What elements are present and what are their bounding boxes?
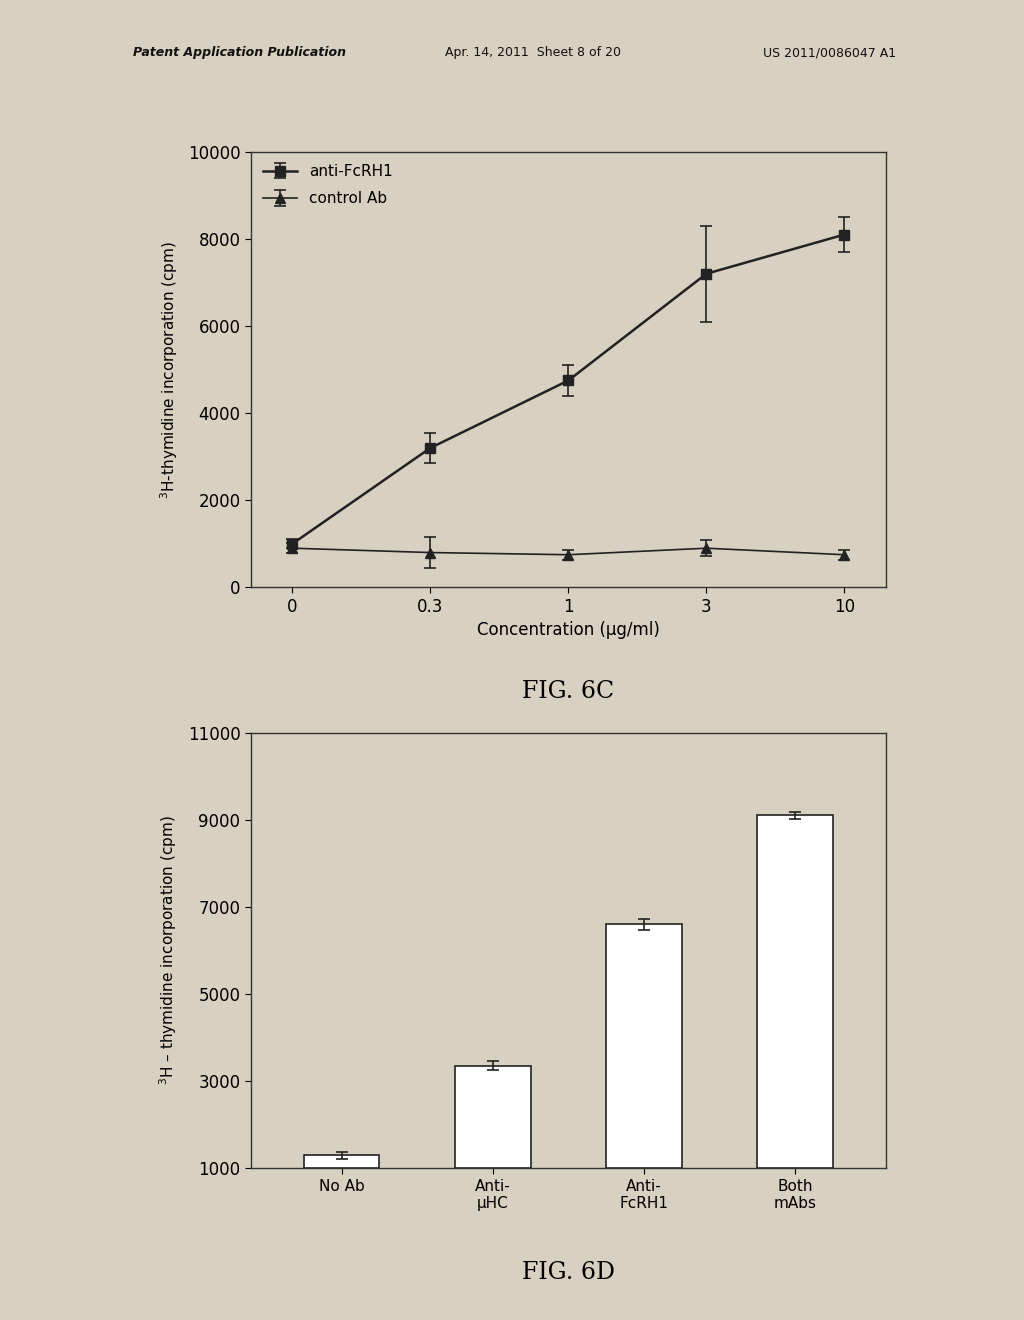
Text: FIG. 6C: FIG. 6C: [522, 680, 614, 702]
Bar: [455, 1065, 530, 1168]
X-axis label: Concentration (μg/ml): Concentration (μg/ml): [477, 622, 659, 639]
Y-axis label: $^3$H – thymidine incorporation (cpm): $^3$H – thymidine incorporation (cpm): [158, 816, 179, 1085]
Bar: [606, 924, 682, 1168]
Legend: anti-FcRH1, control Ab: anti-FcRH1, control Ab: [258, 160, 397, 211]
Y-axis label: $^3$H-thymidine incorporation (cpm): $^3$H-thymidine incorporation (cpm): [158, 240, 179, 499]
Text: US 2011/0086047 A1: US 2011/0086047 A1: [763, 46, 896, 59]
Text: Patent Application Publication: Patent Application Publication: [133, 46, 346, 59]
Text: FIG. 6D: FIG. 6D: [522, 1261, 614, 1283]
Bar: [304, 1155, 379, 1168]
Text: Apr. 14, 2011  Sheet 8 of 20: Apr. 14, 2011 Sheet 8 of 20: [445, 46, 622, 59]
Bar: [758, 816, 833, 1168]
